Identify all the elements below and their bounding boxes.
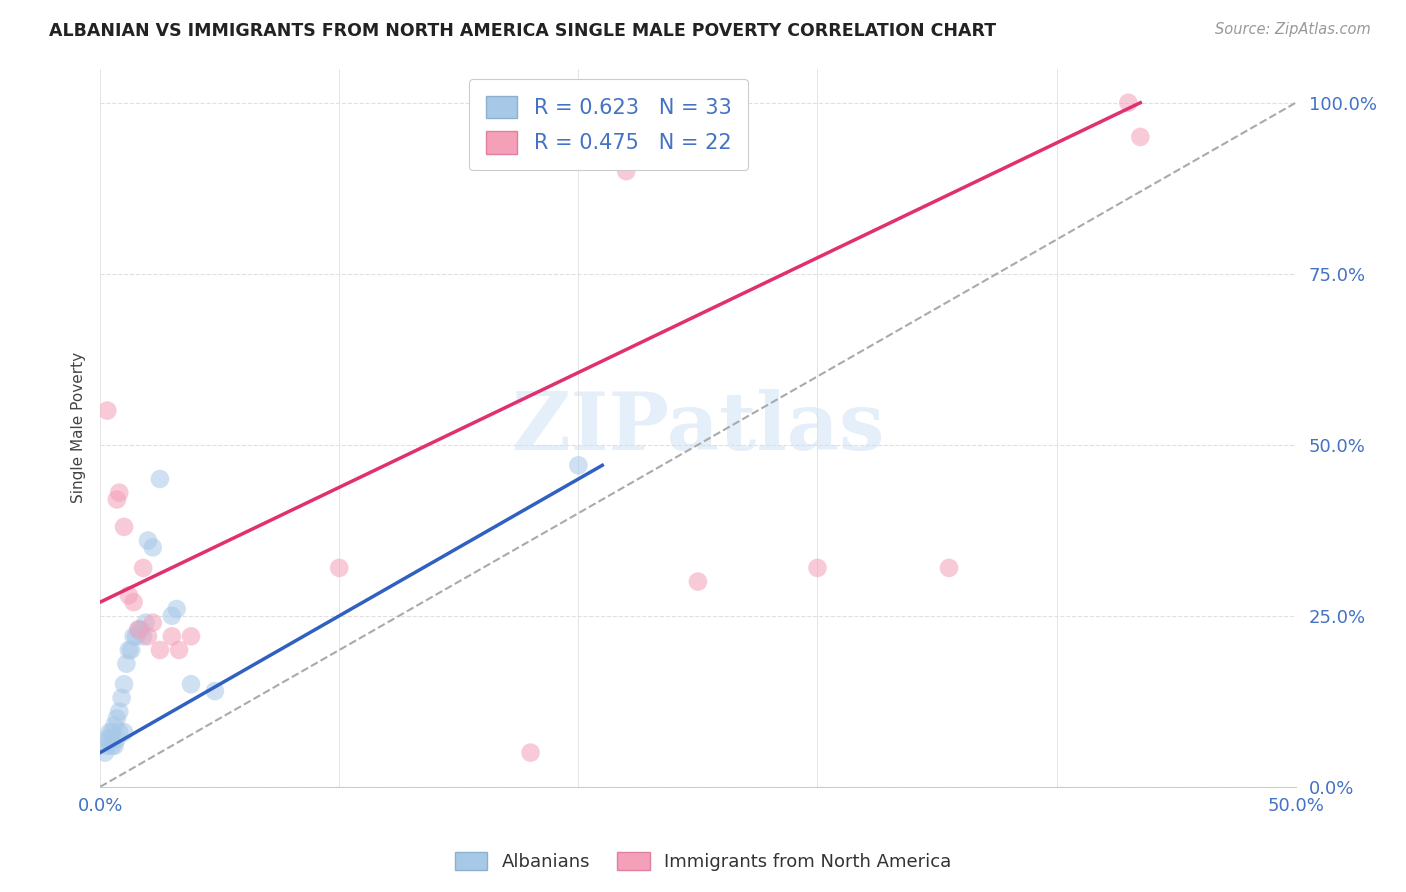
Point [112, 725, 135, 739]
Point [108, 485, 131, 500]
Point [1118, 95, 1140, 110]
Point [142, 541, 165, 555]
Point [120, 643, 142, 657]
Point [96, 739, 118, 753]
Point [122, 629, 145, 643]
Point [160, 629, 183, 643]
Point [204, 684, 226, 698]
Point [132, 561, 155, 575]
Point [1129, 130, 1152, 145]
Point [103, 718, 125, 732]
Point [108, 725, 131, 739]
Point [180, 677, 202, 691]
Point [328, 561, 350, 575]
Point [108, 705, 131, 719]
Point [96, 403, 118, 417]
Point [115, 657, 138, 671]
Point [105, 492, 128, 507]
Point [160, 608, 183, 623]
Point [149, 472, 172, 486]
Point [105, 731, 128, 746]
Point [111, 690, 134, 705]
Point [98, 725, 121, 739]
Text: ALBANIAN VS IMMIGRANTS FROM NORTH AMERICA SINGLE MALE POVERTY CORRELATION CHART: ALBANIAN VS IMMIGRANTS FROM NORTH AMERIC… [49, 22, 997, 40]
Point [135, 615, 157, 630]
Point [132, 629, 155, 643]
Point [127, 623, 149, 637]
Point [136, 533, 159, 548]
Point [98, 731, 121, 746]
Text: Source: ZipAtlas.com: Source: ZipAtlas.com [1215, 22, 1371, 37]
Point [125, 629, 148, 643]
Point [180, 629, 202, 643]
Point [112, 677, 135, 691]
Point [127, 623, 149, 637]
Point [101, 725, 124, 739]
Point [94, 746, 117, 760]
Point [101, 739, 124, 753]
Point [806, 561, 828, 575]
Point [103, 739, 125, 753]
Point [686, 574, 709, 589]
Point [519, 746, 541, 760]
Point [567, 458, 589, 473]
Point [105, 711, 128, 725]
Point [118, 643, 141, 657]
Point [122, 595, 145, 609]
Point [938, 561, 960, 575]
Point [136, 629, 159, 643]
Point [167, 643, 190, 657]
Y-axis label: Single Male Poverty: Single Male Poverty [72, 352, 86, 503]
Legend: R = 0.623   N = 33, R = 0.475   N = 22: R = 0.623 N = 33, R = 0.475 N = 22 [470, 78, 748, 170]
Point [614, 164, 637, 178]
Point [96, 731, 118, 746]
Point [166, 602, 188, 616]
Point [118, 588, 141, 602]
Legend: Albanians, Immigrants from North America: Albanians, Immigrants from North America [447, 845, 959, 879]
Point [112, 520, 135, 534]
Point [129, 623, 152, 637]
Point [142, 615, 165, 630]
Point [149, 643, 172, 657]
Text: ZIPatlas: ZIPatlas [512, 389, 884, 467]
